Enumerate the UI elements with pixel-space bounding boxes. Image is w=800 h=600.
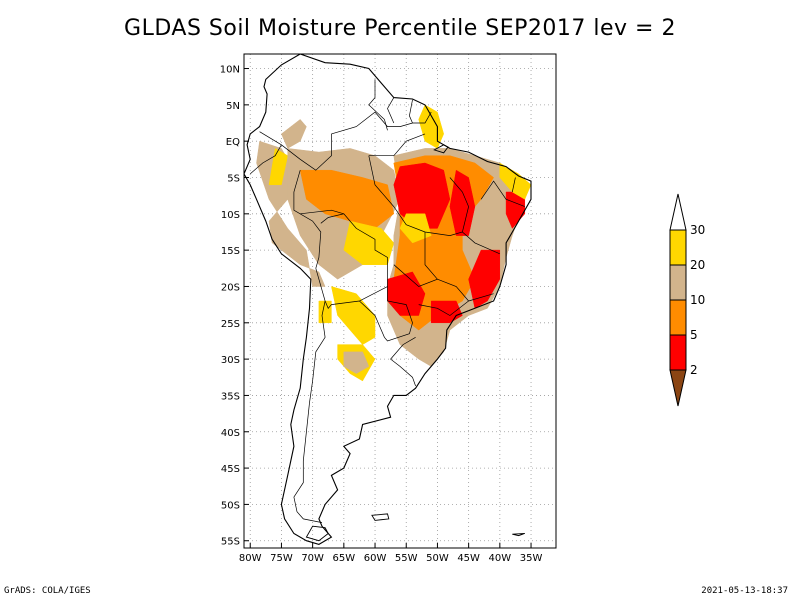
legend-swatch-10_20 [669,264,687,301]
percentile-region-20_30 [418,104,444,149]
country-border [368,155,469,236]
lon-tick-label: 60W [364,553,387,564]
lat-tick-label: 50S [221,500,240,511]
percentile-region-2_5 [449,169,476,236]
lat-tick-label: 25S [221,319,240,330]
lon-tick-label: 75W [270,553,293,564]
country-border [387,97,395,124]
country-border [409,99,413,124]
percentile-region-20_30 [331,286,376,345]
percentile-region-10_20 [281,119,307,149]
lon-tick-label: 40W [489,553,512,564]
lat-tick-label: 45S [221,464,240,475]
lon-tick-label: 55W [395,553,418,564]
country-border [462,231,500,255]
lat-tick-label: EQ [226,137,240,148]
percentile-region-5_10 [299,169,395,229]
lat-tick-label: 15S [221,246,240,257]
country-border [293,170,322,269]
legend-swatch-20_30 [669,229,687,266]
percentile-region-2_5 [393,162,451,229]
legend-swatch-5_10 [669,299,687,336]
country-border [368,79,388,131]
percentile-region-10_20 [343,351,370,374]
map-frame [243,53,557,549]
island-outline [512,533,525,537]
country-border [249,144,282,175]
country-border [480,180,525,207]
legend-swatch-2_5 [669,334,687,371]
lat-tick-label: 55S [221,537,240,548]
lat-tick-label: 10N [220,65,240,76]
island-outline [305,525,329,542]
legend-label-30: 30 [690,223,705,237]
percentile-region-2_5 [468,249,501,309]
legend-label-20: 20 [690,258,705,272]
country-border [418,278,470,316]
lat-tick-label: 5N [226,101,240,112]
lat-tick-label: 20S [221,282,240,293]
country-border [359,286,413,342]
lat-tick-label: 35S [221,391,240,402]
lon-tick-label: 65W [333,553,356,564]
country-border [468,293,494,302]
country-border [293,300,326,523]
island-outline [371,513,390,521]
island-outline [433,144,449,154]
lat-tick-label: 5S [227,174,240,185]
legend-swatch-below-2 [669,369,687,407]
percentile-region-20_30 [499,162,532,200]
coastline [244,54,532,545]
lon-tick-label: 70W [301,553,324,564]
lon-tick-label: 50W [426,553,449,564]
country-border [511,177,516,193]
lat-tick-label: 40S [221,428,240,439]
country-border [300,209,344,215]
legend-label-10: 10 [690,293,705,307]
legend-label-5: 5 [690,328,698,342]
lon-tick-label: 80W [239,553,262,564]
country-border [259,131,332,171]
country-border [390,336,416,387]
footer-timestamp: 2021-05-13-18:37 [701,586,788,596]
axis-ticks: 80W 75W 70W 65W 60W 55W 50W 45W 40W 35W 10N 5N EQ 5S 1… [220,65,543,564]
legend-swatch-above-30 [669,193,687,231]
percentile-region-20_30 [268,148,288,186]
color-legend: 2 5 10 20 30 [669,193,705,407]
lat-tick-label: 30S [221,355,240,366]
legend-label-2: 2 [690,363,698,377]
map-title: GLDAS Soil Moisture Percentile SEP2017 l… [124,16,676,41]
footer-credit: GrADS: COLA/IGES [4,586,91,596]
country-border [368,133,426,157]
lon-tick-label: 35W [520,553,543,564]
outline-layer [244,54,532,545]
percentile-region-20_30 [318,300,332,324]
percentile-fill-layer [256,104,532,382]
country-border [331,111,432,135]
lat-tick-label: 10S [221,210,240,221]
lon-tick-label: 45W [457,553,480,564]
